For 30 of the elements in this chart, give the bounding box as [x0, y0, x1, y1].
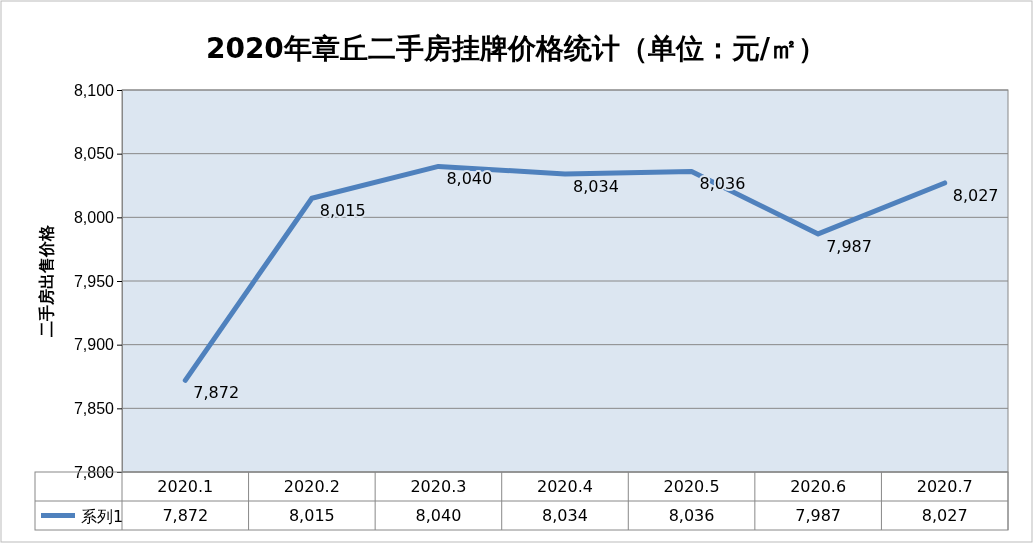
y-tick-label: 8,050 [73, 145, 115, 163]
y-tick-label: 7,900 [73, 336, 115, 354]
x-tick-label: 2020.5 [663, 477, 720, 496]
text: 8,034 [573, 177, 619, 197]
data-label: 7,987 [795, 506, 842, 525]
data-label: 8,027 [921, 506, 968, 525]
data-label: 8,036 [668, 506, 715, 525]
y-tick-label: 7,950 [73, 272, 115, 290]
legend-label: 系列1 [81, 506, 124, 526]
y-tick-label: 7,800 [73, 463, 115, 481]
chart-title: 2020年章丘二手房挂牌价格统计（单位：元/㎡） [205, 32, 827, 65]
y-axis-title: 二手房出售价格 [37, 224, 56, 337]
text: 8,040 [446, 169, 493, 189]
y-tick-label: 7,850 [73, 399, 115, 417]
y-tick-label: 8,100 [73, 81, 115, 99]
x-tick-label: 2020.7 [916, 477, 973, 496]
x-tick-label: 2020.1 [157, 477, 214, 496]
x-tick-label: 2020.3 [410, 477, 467, 496]
x-tick-label: 2020.4 [537, 477, 593, 496]
text: 7,987 [826, 236, 872, 256]
data-label: 8,040 [415, 506, 462, 525]
text: 8,015 [319, 201, 366, 221]
data-label: 7,872 [162, 506, 209, 525]
y-tick-label: 8,000 [73, 208, 115, 226]
x-tick-label: 2020.6 [790, 477, 847, 496]
text: 7,872 [193, 383, 240, 403]
text: 8,027 [952, 185, 999, 205]
data-label: 8,015 [288, 506, 335, 525]
data-label: 8,034 [542, 506, 588, 525]
x-tick-label: 2020.2 [283, 477, 340, 496]
